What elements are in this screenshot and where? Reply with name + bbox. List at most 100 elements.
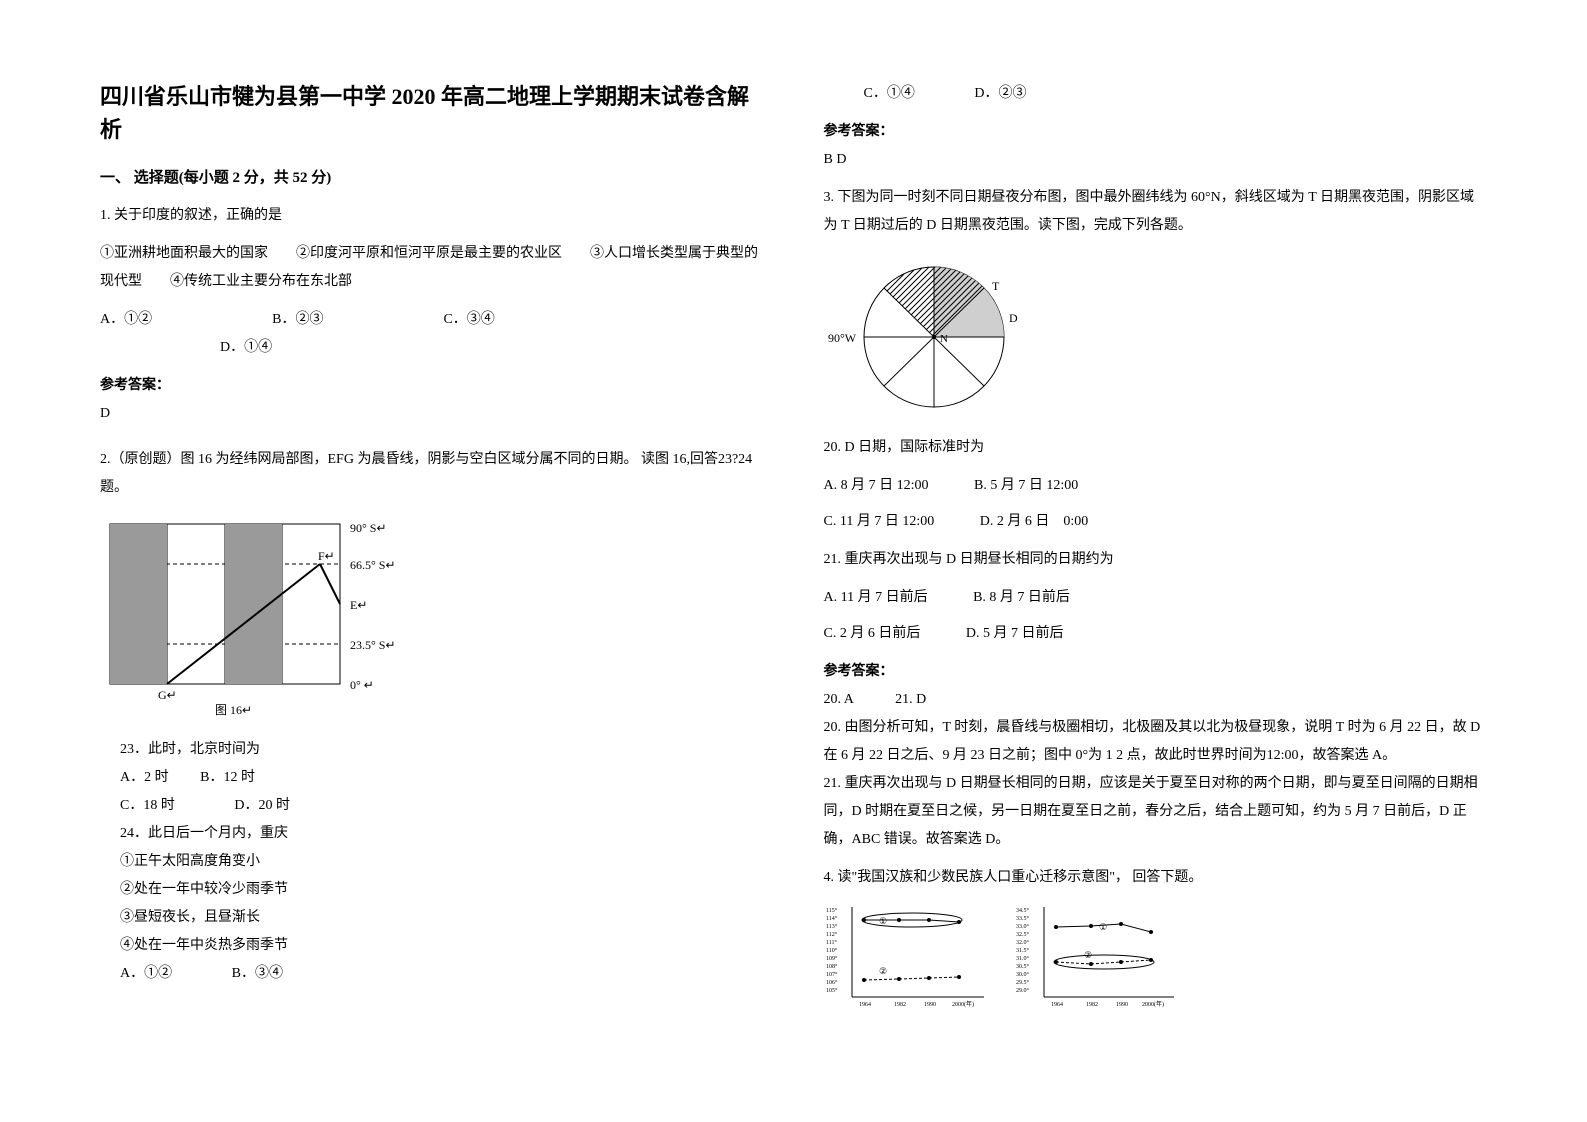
q2-24-c3: ③昼短夜长，且昼渐长 [120,904,764,932]
q3-20-optD: D. 2 月 6 日 0:00 [980,514,1089,529]
svg-text:34.5°: 34.5° [1016,907,1030,914]
svg-text:114°: 114° [826,915,838,922]
svg-text:32.0°: 32.0° [1016,939,1030,946]
q4-chart-left: 115°114°113° 112°111°110° 109°108°107° 1… [824,902,994,1012]
right-column: C．①④ D．②③ 参考答案： B D 3. 下图为同一时刻不同日期昼夜分布图，… [824,80,1488,1042]
q4-stem: 4. 读"我国汉族和少数民族人口重心迁移示意图"， 回答下题。 [824,864,1488,892]
q2-23-stem: 23．此时，北京时间为 [120,736,764,764]
label-N: N [940,333,948,345]
q2-24-stem: 24．此日后一个月内，重庆 [120,820,764,848]
svg-text:①: ① [879,916,887,926]
q2-23-optB: B．12 时 [200,770,255,785]
q3-21-optB: B. 8 月 7 日前后 [973,590,1070,605]
q2-answer-label: 参考答案： [824,120,1488,140]
q3-answer-label: 参考答案： [824,660,1488,680]
q2-24-c2: ②处在一年中较冷少雨季节 [120,876,764,904]
q2-24-opts-cd: C．①④ D．②③ [864,80,1488,108]
svg-text:105°: 105° [826,987,838,994]
q3-answer-line: 20. A 21. D [824,686,1488,714]
q1-optD: D．①④ [220,340,272,355]
chart-right-ylabels: 34.5°33.5°33.0° 32.5°32.0°31.5° 31.0°30.… [1016,907,1030,994]
svg-text:1982: 1982 [1086,1002,1098,1008]
q3-21-optA: A. 11 月 7 日前后 [824,590,928,605]
svg-text:31.0°: 31.0° [1016,955,1030,962]
svg-text:2000(年): 2000(年) [1142,1000,1164,1008]
section-1-header: 一、 选择题(每小题 2 分，共 52 分) [100,166,764,187]
q2-diagram: 90° S↵ 66.5° S↵ E↵ 23.5° S↵ 0° ↵ F↵ G↵ 图… [100,514,440,724]
q1-choices: ①亚洲耕地面积最大的国家 ②印度河平原和恒河平原是最主要的农业区 ③人口增长类型… [100,240,764,296]
q1-optB: B．②③ [272,306,323,334]
svg-text:1990: 1990 [924,1002,936,1008]
svg-text:110°: 110° [826,947,838,954]
q3-21-opts-cd: C. 2 月 6 日前后 D. 5 月 7 日前后 [824,620,1488,648]
q3-exp20: 20. 由图分析可知，T 时刻，晨昏线与极圈相切，北极圈及其以北为极昼现象，说明… [824,714,1488,770]
chart-left-xlabels: 1964 1982 1990 2000(年) [859,1000,974,1008]
svg-text:29.5°: 29.5° [1016,979,1030,986]
q2-answer: B D [824,146,1488,174]
chart-left-ylabels: 115°114°113° 112°111°110° 109°108°107° 1… [826,907,838,994]
svg-text:②: ② [1084,950,1092,960]
q3-20-optA: A. 8 月 7 日 12:00 [824,478,929,493]
q2-23-optC: C．18 时 [120,798,175,813]
svg-text:32.5°: 32.5° [1016,931,1030,938]
left-column: 四川省乐山市犍为县第一中学 2020 年高二地理上学期期末试卷含解析 一、 选择… [100,80,764,1042]
q3-21-stem: 21. 重庆再次出现与 D 日期昼长相同的日期约为 [824,546,1488,574]
svg-text:1982: 1982 [894,1002,906,1008]
svg-text:29.0°: 29.0° [1016,987,1030,994]
lat-90s: 90° S↵ [350,521,387,535]
exam-title: 四川省乐山市犍为县第一中学 2020 年高二地理上学期期末试卷含解析 [100,80,764,146]
svg-text:113°: 113° [826,923,838,930]
q2-24-optD: D．②③ [974,86,1026,101]
label-T: T [992,279,1000,293]
q1-optC: C．③④ [443,306,494,334]
q3-diagram: T D N 90°W [824,252,1044,422]
q1-answer-label: 参考答案： [100,374,764,394]
svg-text:115°: 115° [826,907,838,914]
svg-text:33.5°: 33.5° [1016,915,1030,922]
q3-21-optC: C. 2 月 6 日前后 [824,626,921,641]
svg-text:107°: 107° [826,971,838,978]
svg-text:106°: 106° [826,979,838,986]
label-W: 90°W [828,331,857,345]
q2-stem: 2.（原创题）图 16 为经纬网局部图，EFG 为晨昏线，阴影与空白区域分属不同… [100,446,764,502]
label-D: D [1009,311,1018,325]
svg-text:1990: 1990 [1116,1002,1128,1008]
q1-optA: A．①② [100,306,152,334]
svg-text:33.0°: 33.0° [1016,923,1030,930]
svg-text:30.0°: 30.0° [1016,971,1030,978]
q2-24-optB: B．③④ [232,966,283,981]
q2-24-optA: A．①② [120,966,172,981]
q2-24-opts-ab: A．①② B．③④ [120,960,764,988]
q2-23-opts-ab: A．2 时 B．12 时 [120,764,764,792]
q4-chart-right: 34.5°33.5°33.0° 32.5°32.0°31.5° 31.0°30.… [1014,902,1184,1012]
lat-0: 0° ↵ [350,678,374,692]
svg-text:30.5°: 30.5° [1016,963,1030,970]
svg-text:111°: 111° [826,939,838,946]
q3-20-opts-cd: C. 11 月 7 日 12:00 D. 2 月 6 日 0:00 [824,508,1488,536]
chart-right-xlabels: 19641982 19902000(年) [1051,1000,1164,1008]
svg-text:2000(年): 2000(年) [952,1000,974,1008]
q3-20-opts-ab: A. 8 月 7 日 12:00 B. 5 月 7 日 12:00 [824,472,1488,500]
svg-text:112°: 112° [826,931,838,938]
q2-24-optC: C．①④ [864,86,915,101]
svg-text:①: ① [1099,922,1107,932]
lat-E: E↵ [350,598,367,612]
q3-21-opts-ab: A. 11 月 7 日前后 B. 8 月 7 日前后 [824,584,1488,612]
q2-23-opts-cd: C．18 时 D．20 时 [120,792,764,820]
lat-235s: 23.5° S↵ [350,638,396,652]
q1-stem: 1. 关于印度的叙述，正确的是 [100,202,764,230]
svg-text:1964: 1964 [859,1002,871,1008]
svg-text:②: ② [879,966,887,976]
pt-G: G↵ [158,688,177,702]
fig16-caption: 图 16↵ [215,703,252,717]
q3-exp21: 21. 重庆再次出现与 D 日期昼长相同的日期，应该是关于夏至日对称的两个日期，… [824,770,1488,854]
pt-F: F↵ [318,549,335,563]
svg-text:108°: 108° [826,963,838,970]
q1-answer: D [100,400,764,428]
q2-23-optD: D．20 时 [234,798,290,813]
q3-stem: 3. 下图为同一时刻不同日期昼夜分布图，图中最外圈纬线为 60°N，斜线区域为 … [824,184,1488,240]
q2-24-c4: ④处在一年中炎热多雨季节 [120,932,764,960]
q2-23-optA: A．2 时 [120,770,169,785]
q3-20-stem: 20. D 日期，国际标准时为 [824,434,1488,462]
q3-20-optC: C. 11 月 7 日 12:00 [824,514,935,529]
